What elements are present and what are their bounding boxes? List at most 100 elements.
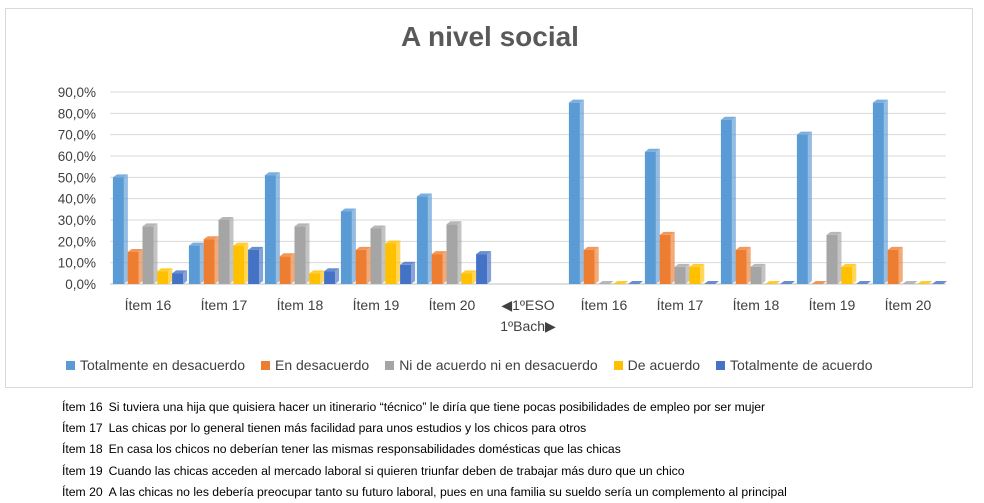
y-tick-label: 60,0%: [58, 149, 96, 164]
chart-legend: Totalmente en desacuerdo En desacuerdo Ni …: [66, 354, 946, 376]
note-item-text: En casa los chicos no deberían tener las…: [108, 442, 621, 457]
bar: [765, 281, 781, 284]
bar: [689, 263, 705, 284]
bar-chart-plot: 0,0% 10,0% 20,0% 30,0% 40,0% 50,0% 60,0% 70,0% 8…: [58, 85, 948, 334]
bar: [750, 263, 766, 284]
bar: [294, 223, 310, 284]
bar: [583, 246, 599, 284]
bar: [400, 261, 416, 284]
bar: [780, 281, 796, 284]
bar: [264, 172, 280, 284]
bar: [613, 281, 629, 284]
note-item-id: Ítem 18: [62, 442, 103, 457]
bar: [157, 268, 173, 284]
bar: [841, 263, 857, 284]
legend-swatch: [66, 360, 75, 370]
legend-entry: Ni de acuerdo ni en desacuerdo: [385, 357, 598, 373]
legend-swatch: [716, 360, 726, 370]
x-tick-label: Ítem 16: [125, 297, 172, 313]
y-tick-label: 90,0%: [58, 85, 96, 100]
bar: [203, 236, 219, 284]
x-tick-label: Ítem 18: [733, 297, 780, 313]
bar: [568, 99, 584, 285]
bar: [309, 270, 325, 284]
bar: [704, 281, 720, 284]
y-tick-label: 80,0%: [58, 106, 96, 121]
bar: [446, 221, 462, 284]
x-tick-label: Ítem 17: [201, 297, 248, 313]
bar: [142, 223, 158, 284]
note-row: Ítem 17 Las chicas por lo general tienen …: [62, 418, 972, 439]
separator-label: ◀1ºESO: [501, 297, 554, 313]
bar: [811, 281, 827, 284]
bar: [370, 225, 386, 284]
legend-label: Ni de acuerdo ni en desacuerdo: [399, 357, 598, 373]
bar: [248, 246, 264, 284]
x-tick-label: Ítem 18: [277, 297, 324, 313]
bar: [340, 208, 356, 284]
bar: [887, 246, 903, 284]
legend-label: Totalmente en desacuerdo: [80, 357, 245, 373]
x-tick-label: Ítem 20: [429, 297, 476, 313]
bar: [324, 268, 340, 284]
note-row: Ítem 20 A las chicas no les debería preoc…: [62, 482, 972, 503]
y-tick-label: 70,0%: [58, 128, 96, 143]
note-row: Ítem 18 En casa los chicos no deberían te…: [62, 439, 972, 460]
bar: [431, 251, 447, 284]
chart-title: A nivel social: [401, 21, 579, 52]
legend-entry: Totalmente de acuerdo: [716, 357, 872, 373]
note-item-text: Si tuviera una hija que quisiera hacer u…: [108, 400, 766, 414]
bar: [872, 99, 888, 285]
note-row: Ítem 19 Cuando las chicas acceden al merc…: [62, 461, 972, 482]
x-tick-label: Ítem 19: [809, 297, 856, 313]
note-item-text: Las chicas por lo general tienen más fac…: [108, 421, 587, 436]
bar: [932, 281, 948, 284]
bar: [674, 263, 690, 284]
bar: [218, 217, 234, 284]
bar: [720, 116, 736, 284]
bar: [735, 246, 751, 284]
y-tick-label: 0,0%: [65, 277, 96, 292]
bar: [279, 253, 295, 284]
bar: [188, 242, 204, 284]
bar: [172, 270, 188, 284]
x-tick-label: Ítem 16: [581, 297, 628, 313]
bar: [628, 281, 644, 284]
bar: [233, 242, 249, 284]
x-tick-label: Ítem 19: [353, 297, 400, 313]
legend-swatch: [261, 360, 270, 370]
note-item-id: Ítem 17: [62, 421, 103, 436]
separator-label: 1ºBach▶: [500, 318, 556, 334]
bar: [598, 281, 614, 284]
bar: [902, 281, 918, 284]
chart-frame: A nivel social 0,0% 10,0% 20,0% 30,0% 40,0% 5…: [5, 8, 973, 388]
item-notes: Ítem 16 Si tuviera una hija que quisiera …: [62, 397, 972, 503]
y-tick-label: 30,0%: [58, 213, 96, 228]
legend-label: En desacuerdo: [275, 357, 370, 373]
bar: [796, 131, 812, 284]
y-tick-label: 50,0%: [58, 170, 96, 185]
bar: [461, 270, 477, 284]
note-row: Ítem 16 Si tuviera una hija que quisiera …: [62, 397, 972, 418]
y-tick-label: 40,0%: [58, 192, 96, 207]
note-item-text: Cuando las chicas acceden al mercado lab…: [108, 463, 685, 478]
note-item-id: Ítem 16: [62, 400, 103, 414]
bar: [659, 231, 675, 284]
bar: [644, 148, 660, 284]
legend-label: Totalmente de acuerdo: [730, 357, 873, 373]
note-item-id: Ítem 19: [62, 463, 103, 478]
legend-swatch: [613, 360, 623, 370]
x-tick-label: Ítem 20: [885, 297, 932, 313]
legend-label: De acuerdo: [627, 357, 701, 373]
legend-entry: En desacuerdo: [261, 357, 369, 373]
legend-entry: De acuerdo: [613, 357, 701, 373]
y-tick-label: 10,0%: [58, 256, 96, 271]
bar: [917, 281, 933, 284]
bar: [416, 193, 432, 284]
x-tick-label: Ítem 17: [657, 297, 704, 313]
note-item-id: Ítem 20: [62, 484, 103, 499]
bar: [112, 174, 128, 284]
note-item-text: A las chicas no les debería preocupar ta…: [108, 484, 787, 499]
legend-entry: Totalmente en desacuerdo: [66, 357, 245, 373]
y-tick-label: 20,0%: [58, 234, 96, 249]
